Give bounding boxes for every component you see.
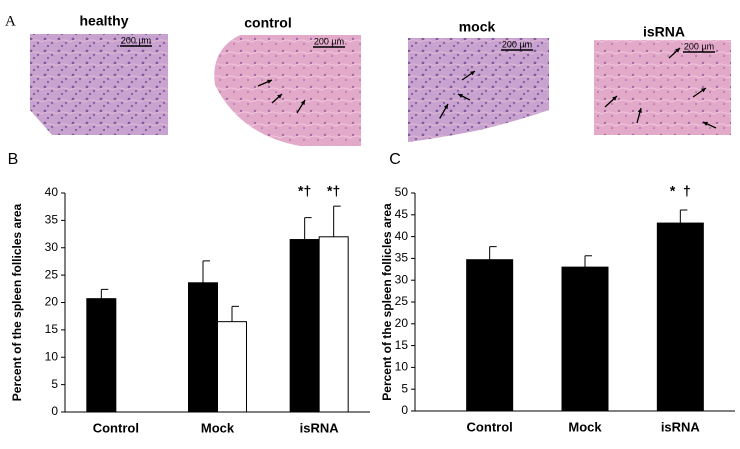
y-axis-label: Percent of the spleen follicles area: [10, 203, 24, 401]
y-tick-label: 40: [45, 185, 59, 199]
y-tick-label: 20: [45, 295, 59, 309]
y-tick-label: 0: [51, 404, 58, 418]
bar: [188, 282, 218, 413]
image-title: isRNA: [643, 24, 685, 40]
y-tick-label: 5: [401, 381, 408, 395]
arrow-head: [300, 100, 305, 105]
x-tick-label: Mock: [568, 419, 602, 434]
y-tick-label: 25: [45, 267, 59, 281]
y-tick-label: 0: [401, 403, 408, 417]
arrow-head: [703, 121, 708, 126]
y-tick-label: 10: [395, 360, 409, 374]
significance-mark: * †: [670, 183, 691, 199]
image-title: control: [244, 15, 291, 31]
y-tick-label: 10: [45, 349, 59, 363]
x-tick-label: isRNA: [661, 419, 701, 434]
arrow-head: [277, 94, 282, 99]
bar: [318, 236, 349, 413]
arrow-head: [612, 96, 617, 101]
y-tick-label: 40: [395, 229, 409, 243]
arrow-head: [267, 79, 272, 84]
scale-label: 200 µm: [502, 39, 532, 49]
bar: [217, 321, 247, 413]
panel-label: C: [389, 151, 401, 168]
scale-label: 200 µm: [684, 41, 714, 51]
bar: [561, 266, 609, 412]
y-tick-label: 15: [395, 338, 409, 352]
y-tick-label: 20: [395, 316, 409, 330]
y-tick-label: 5: [51, 377, 58, 391]
x-tick-label: Control: [467, 419, 513, 434]
y-tick-label: 35: [395, 251, 409, 265]
x-tick-label: isRNA: [300, 420, 340, 435]
panel-label: A: [5, 13, 16, 29]
significance-mark: *†: [327, 183, 340, 199]
scale-label: 200 µm: [121, 35, 151, 45]
micrograph: [408, 38, 549, 142]
y-tick-label: 45: [395, 207, 409, 221]
micrograph: [30, 34, 168, 135]
bar: [656, 222, 704, 412]
panel-label: B: [8, 151, 19, 168]
y-tick-label: 50: [395, 185, 409, 199]
arrow-head: [701, 88, 706, 93]
arrow-head: [443, 104, 448, 109]
bar: [86, 298, 117, 413]
y-axis-label: Percent of the spleen follicles area: [380, 203, 394, 401]
y-tick-label: 35: [45, 213, 59, 227]
y-tick-label: 30: [395, 272, 409, 286]
image-title: healthy: [79, 13, 128, 29]
y-tick-label: 25: [395, 294, 409, 308]
significance-mark: *†: [298, 183, 311, 199]
micrograph: [214, 35, 361, 146]
bar: [289, 239, 320, 413]
arrow-head: [458, 94, 463, 98]
arrow-head: [470, 71, 475, 76]
x-tick-label: Control: [93, 420, 139, 435]
arrow-head: [637, 108, 642, 113]
scale-label: 200 µm: [314, 36, 344, 46]
arrow-head: [675, 48, 680, 53]
y-tick-label: 15: [45, 322, 59, 336]
bar: [466, 259, 514, 412]
image-title: mock: [459, 19, 496, 35]
x-tick-label: Mock: [201, 420, 235, 435]
y-tick-label: 30: [45, 240, 59, 254]
micrograph: [594, 40, 731, 135]
